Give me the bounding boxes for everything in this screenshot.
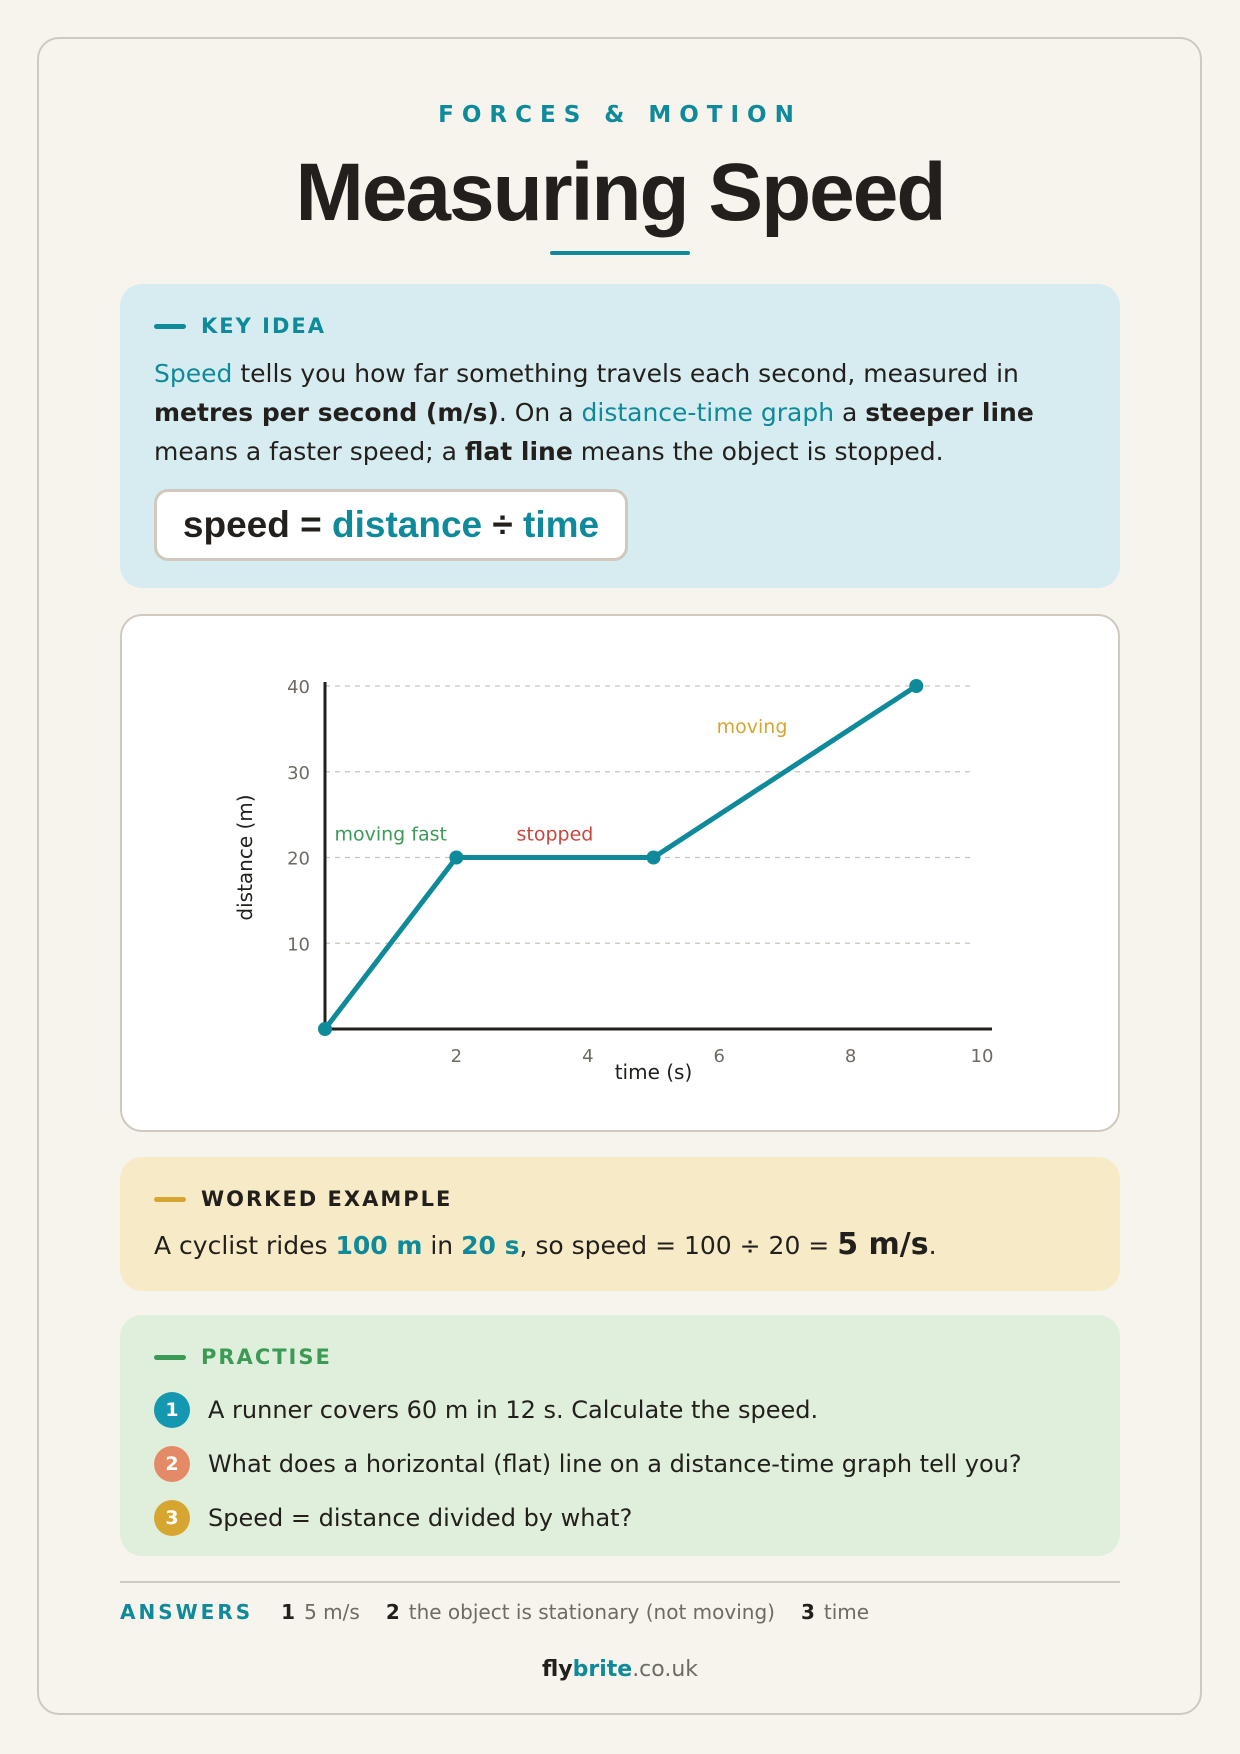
question-number-badge: 3: [154, 1500, 190, 1536]
distance-time-chart: 10 20 30 40 2 4 6 8 10 time (s) distance (m) moving…: [233, 677, 994, 1084]
term-steeper-line: steeper line: [865, 398, 1034, 427]
data-point: [646, 850, 661, 865]
x-tick-label: 2: [451, 1046, 462, 1067]
page-border: [37, 37, 1202, 1715]
question-number-badge: 1: [154, 1392, 190, 1428]
worked-example-text: A cyclist rides 100 m in 20 s, so speed …: [154, 1227, 937, 1262]
worked-example-card: WORKED EXAMPLE A cyclist rides 100 m in …: [120, 1157, 1120, 1291]
y-tick-label: 20: [287, 849, 310, 870]
x-tick-label: 8: [845, 1046, 856, 1067]
worked-text-part: , so speed = 100 ÷ 20 =: [519, 1231, 838, 1260]
key-text-part: means the object is stopped.: [572, 437, 944, 466]
worked-example-heading-text: WORKED EXAMPLE: [201, 1187, 453, 1211]
heading-bar: [154, 1354, 186, 1360]
answer-text: time: [823, 1600, 870, 1624]
heading-bar: [154, 1196, 186, 1202]
formula-speed: speed: [182, 504, 290, 545]
chart-annotation: moving fast: [334, 823, 446, 845]
worked-time: 20 s: [461, 1231, 520, 1260]
x-tick-label: 4: [582, 1046, 593, 1067]
key-idea-text: Speed tells you how far something travel…: [154, 354, 1084, 471]
worked-text-part: A cyclist rides: [154, 1231, 336, 1260]
data-point: [449, 850, 464, 865]
heading-bar: [154, 323, 186, 329]
term-speed: Speed: [154, 359, 233, 388]
answer-text: the object is stationary (not moving): [408, 1600, 775, 1624]
distance-time-chart-card: 10 20 30 40 2 4 6 8 10 time (s) distance (m) moving…: [120, 614, 1120, 1132]
question-number-badge: 2: [154, 1446, 190, 1482]
question-item: 1 A runner covers 60 m in 12 s. Calculat…: [154, 1383, 1022, 1437]
key-text-part: a: [834, 398, 866, 427]
question-text: A runner covers 60 m in 12 s. Calculate …: [208, 1396, 819, 1424]
y-axis-label: distance (m): [233, 794, 257, 920]
practise-heading: PRACTISE: [154, 1345, 332, 1369]
worked-example-heading: WORKED EXAMPLE: [154, 1187, 452, 1211]
speed-formula-box: speed = distance ÷ time: [154, 489, 628, 561]
chart-annotation: moving: [717, 716, 788, 738]
term-flat-line: flat line: [464, 437, 573, 466]
term-distance-time-graph: distance-time graph: [581, 398, 835, 427]
answer-number: 3: [800, 1600, 815, 1624]
brand-part: brite: [572, 1657, 633, 1682]
footer-divider: [120, 1581, 1120, 1583]
x-axis-label: time (s): [615, 1060, 693, 1084]
brand-part: fly: [541, 1657, 573, 1682]
series-line: [322, 683, 919, 1032]
formula-divide: ÷: [482, 504, 524, 545]
x-tick-label: 10: [971, 1046, 994, 1067]
question-item: 2 What does a horizontal (flat) line on …: [154, 1437, 1022, 1491]
practise-card: PRACTISE 1 A runner covers 60 m in 12 s.…: [120, 1315, 1120, 1556]
y-tick-label: 40: [287, 677, 310, 698]
question-list: 1 A runner covers 60 m in 12 s. Calculat…: [154, 1383, 1022, 1545]
formula-time: time: [523, 504, 600, 545]
key-idea-heading-text: KEY IDEA: [201, 314, 326, 338]
question-text: What does a horizontal (flat) line on a …: [208, 1450, 1022, 1478]
practise-heading-text: PRACTISE: [201, 1345, 332, 1369]
x-tick-label: 6: [713, 1046, 724, 1067]
key-idea-heading: KEY IDEA: [154, 314, 326, 338]
title-underline: [550, 251, 690, 255]
data-point: [909, 679, 924, 693]
worked-answer: 5 m/s: [837, 1227, 929, 1262]
key-text-part: tells you how far something travels each…: [232, 359, 1019, 388]
formula-equals: =: [289, 504, 333, 545]
worked-text-part: .: [928, 1231, 937, 1260]
answers-label: ANSWERS: [120, 1600, 254, 1624]
brand-footer: flybrite.co.uk: [0, 1657, 1240, 1682]
key-idea-card: KEY IDEA Speed tells you how far somethi…: [120, 284, 1120, 588]
question-item: 3 Speed = distance divided by what?: [154, 1491, 1022, 1545]
worked-text-part: in: [422, 1231, 462, 1260]
brand-part: .co.uk: [632, 1657, 699, 1682]
answer-number: 1: [281, 1600, 296, 1624]
formula-distance: distance: [332, 504, 483, 545]
question-text: Speed = distance divided by what?: [208, 1504, 633, 1532]
answer-number: 2: [385, 1600, 400, 1624]
chart-annotation: stopped: [517, 823, 594, 845]
y-tick-label: 10: [287, 934, 310, 955]
answer-text: 5 m/s: [304, 1600, 360, 1624]
key-text-part: . On a: [498, 398, 582, 427]
data-point: [318, 1022, 332, 1036]
worked-distance: 100 m: [335, 1231, 423, 1260]
page-title: Measuring Speed: [295, 147, 947, 238]
topic-eyebrow: FORCES & MOTION: [438, 102, 802, 128]
y-tick-label: 30: [287, 763, 310, 784]
answers-row: ANSWERS 1 5 m/s 2 the object is stationa…: [120, 1600, 895, 1624]
key-text-part: means a faster speed; a: [154, 437, 465, 466]
term-metres-per-second: metres per second (m/s): [154, 398, 499, 427]
